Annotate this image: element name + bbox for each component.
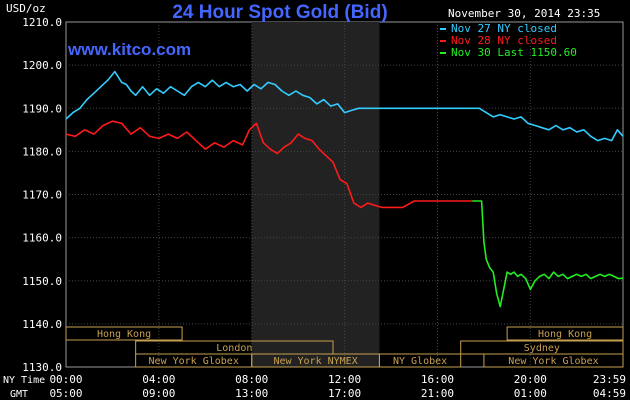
x-tick-ny: 23:59: [593, 373, 626, 386]
session-label: NY Globex: [393, 356, 447, 367]
chart-title: 24 Hour Spot Gold (Bid): [172, 2, 387, 23]
chart-date: November 30, 2014 23:35: [448, 7, 600, 20]
y-tick-label: 1210.0: [22, 16, 62, 29]
y-tick-label: 1160.0: [22, 232, 62, 245]
session-label: New York Globex: [149, 356, 239, 367]
x-tick-ny: 04:00: [142, 373, 175, 386]
y-tick-label: 1130.0: [22, 361, 62, 374]
grid-lines: [66, 22, 623, 367]
y-tick-label: 1150.0: [22, 275, 62, 288]
y-tick-label: 1200.0: [22, 59, 62, 72]
trading-sessions: Hong Kong London New York Globex New York N…: [65, 326, 624, 368]
session-label: New York Globex: [508, 356, 598, 367]
price-series: [65, 70, 624, 308]
session-label: Hong Kong: [97, 329, 151, 340]
x-tick-gmt: 05:00: [49, 387, 82, 400]
y-tick-label: 1170.0: [22, 189, 62, 202]
series-line: [65, 120, 473, 209]
series-line: [65, 70, 624, 142]
session-bar: [65, 326, 183, 341]
gmt-label: GMT: [10, 389, 28, 400]
x-tick-gmt: 09:00: [142, 387, 175, 400]
x-tick-gmt: 17:00: [328, 387, 361, 400]
y-axis-unit-label: USD/oz: [6, 2, 46, 15]
legend-label: Nov 27 NY closed: [451, 22, 557, 35]
legend-label: Nov 28 NY closed: [451, 34, 557, 47]
ny-time-label: NY Time: [3, 375, 45, 386]
session-bar: [506, 326, 624, 341]
y-tick-label: 1140.0: [22, 318, 62, 331]
x-axis-ticks: 00:00 04:00 08:00 12:00 16:00 20:00 23:59 05:00…: [49, 373, 626, 400]
x-tick-ny: 00:00: [49, 373, 82, 386]
x-tick-gmt: 04:59: [593, 387, 626, 400]
session-label: Sydney: [524, 343, 560, 354]
x-tick-ny: 08:00: [235, 373, 268, 386]
x-tick-ny: 12:00: [328, 373, 361, 386]
session-bar: [483, 353, 624, 368]
session-bar: [378, 353, 462, 368]
session-label: New York NYMEX: [273, 356, 357, 367]
series-line: [472, 200, 624, 308]
website-watermark[interactable]: www.kitco.com: [67, 40, 191, 59]
session-label: Hong Kong: [538, 329, 592, 340]
x-tick-ny: 20:00: [514, 373, 547, 386]
session-label: London: [216, 343, 252, 354]
y-axis-ticks: 1130.0 1140.0 1150.0 1160.0 1170.0 1180.0 1190…: [22, 16, 62, 374]
x-tick-ny: 16:00: [421, 373, 454, 386]
x-tick-gmt: 21:00: [421, 387, 454, 400]
x-tick-gmt: 13:00: [235, 387, 268, 400]
legend-label: Nov 30 Last 1150.60: [451, 46, 577, 59]
y-tick-label: 1190.0: [22, 102, 62, 115]
y-tick-label: 1180.0: [22, 145, 62, 158]
x-tick-gmt: 01:00: [514, 387, 547, 400]
